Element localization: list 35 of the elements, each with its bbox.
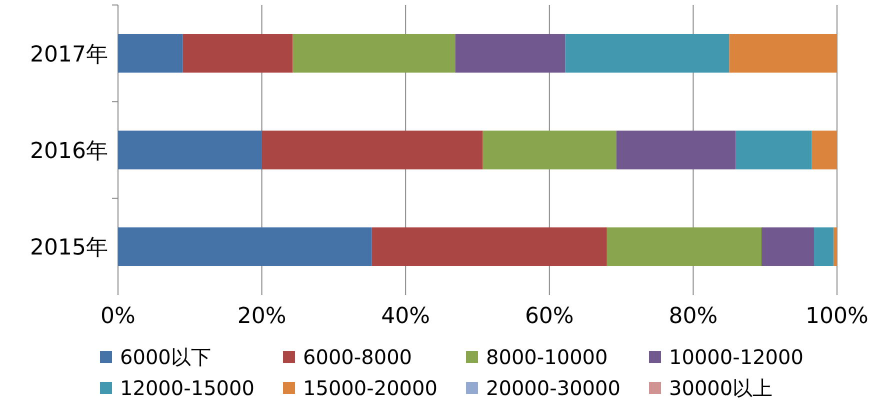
bar — [762, 227, 814, 266]
bar — [262, 130, 483, 170]
legend-label: 6000以下 — [120, 345, 211, 369]
bar — [606, 227, 762, 266]
x-tick-label: 60% — [524, 304, 574, 329]
bar — [292, 34, 456, 73]
legend-label: 6000-8000 — [303, 345, 412, 369]
bar — [565, 34, 730, 73]
x-tick-label: 80% — [668, 304, 718, 329]
legend-label: 10000-12000 — [669, 345, 804, 369]
bar — [812, 130, 837, 170]
bar — [616, 130, 736, 170]
bar — [736, 130, 812, 170]
x-tick-label: 20% — [237, 304, 286, 329]
x-tick-label: 40% — [381, 304, 430, 329]
bar — [729, 34, 837, 73]
legend-label: 15000-20000 — [303, 376, 438, 400]
bar — [833, 227, 837, 266]
legend-label: 12000-15000 — [120, 376, 254, 400]
x-tick-label: 0% — [100, 304, 136, 329]
y-tick-label: 2015年 — [30, 236, 108, 261]
bar — [482, 130, 616, 170]
legend-label: 8000-10000 — [486, 345, 608, 369]
bar — [118, 34, 183, 73]
legend-label: 20000-30000 — [486, 376, 620, 400]
y-tick-label: 2016年 — [30, 139, 108, 164]
bar — [455, 34, 566, 73]
bar — [814, 227, 834, 266]
bar — [118, 130, 262, 170]
x-tick-label: 100% — [806, 304, 868, 329]
y-tick-label: 2017年 — [30, 42, 108, 68]
bar — [182, 34, 293, 73]
bar — [372, 227, 607, 266]
legend-label: 30000以上 — [669, 376, 773, 400]
bar — [118, 227, 372, 266]
